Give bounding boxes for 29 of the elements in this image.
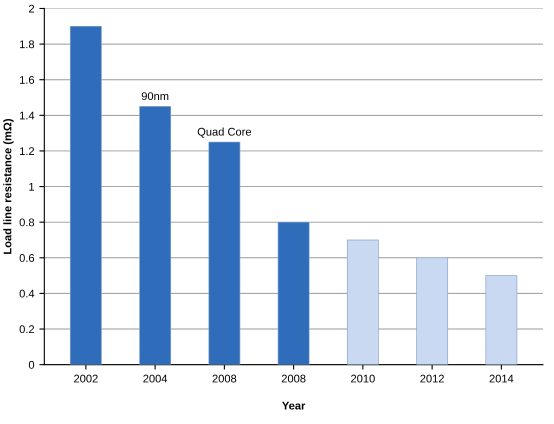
y-tick-label: 1.6 (20, 76, 34, 84)
y-tick-label: 2 (28, 4, 34, 13)
annotation: 90nm (142, 92, 168, 100)
y-axis-title: Load line resistance (mΩ) (3, 119, 14, 254)
x-tick-label: 2004 (143, 374, 168, 383)
y-tick-label: 0.6 (20, 254, 34, 262)
bar (70, 26, 102, 365)
x-tick-label: 2008 (212, 374, 236, 383)
y-tick-label: 0.2 (20, 325, 34, 334)
bar (278, 222, 310, 365)
y-tick-label: 1.2 (20, 147, 34, 155)
x-tick-label: 2010 (351, 374, 375, 383)
bar (485, 275, 518, 365)
bar (346, 240, 379, 365)
x-tick-label: 2008 (282, 374, 306, 383)
y-tick-label: 0 (28, 360, 34, 369)
y-tick-label: 1 (29, 182, 34, 191)
bar (139, 106, 172, 365)
x-axis-title: Year (282, 402, 306, 410)
bar (208, 142, 240, 365)
annotation: Quad Core (198, 128, 252, 138)
y-tick-label: 1.8 (20, 40, 34, 48)
x-tick-label: 2014 (490, 374, 514, 383)
y-tick-label: 0.8 (20, 218, 34, 226)
x-tick-label: 2012 (420, 374, 444, 383)
y-tick-label: 0.4 (20, 290, 34, 298)
bar (416, 257, 448, 365)
x-tick-label: 2002 (74, 374, 98, 383)
y-tick-label: 1.4 (20, 112, 34, 120)
